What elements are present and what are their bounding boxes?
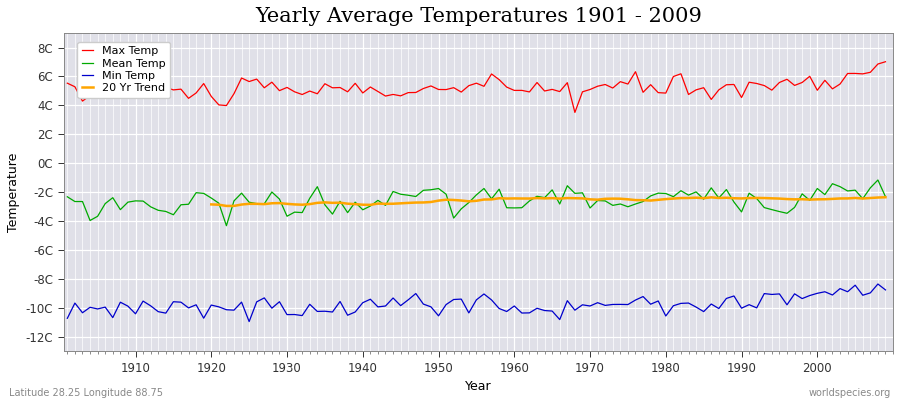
20 Yr Trend (683, 196, 694, 200)
Max Temp (570, 110, 580, 115)
Mean Temp (342, 210, 353, 215)
Min Temp (517, 311, 527, 316)
Line: 20 Yr Trend: 20 Yr Trend (212, 197, 886, 206)
Max Temp (122, 90, 133, 95)
Mean Temp (872, 178, 883, 182)
Mean Temp (221, 223, 232, 228)
Max Temp (608, 86, 618, 90)
Line: Min Temp: Min Temp (68, 284, 886, 322)
Min Temp (297, 313, 308, 318)
Max Temp (289, 90, 300, 94)
Y-axis label: Temperature: Temperature (7, 152, 20, 232)
Mean Temp (62, 194, 73, 199)
20 Yr Trend (880, 195, 891, 200)
20 Yr Trend (858, 196, 868, 201)
X-axis label: Year: Year (465, 380, 491, 393)
Max Temp (335, 85, 346, 90)
20 Yr Trend (304, 202, 315, 206)
Line: Max Temp: Max Temp (68, 62, 886, 112)
Legend: Max Temp, Mean Temp, Min Temp, 20 Yr Trend: Max Temp, Mean Temp, Min Temp, 20 Yr Tre… (77, 42, 170, 98)
Min Temp (342, 313, 353, 318)
Mean Temp (297, 210, 308, 215)
Mean Temp (880, 194, 891, 199)
Max Temp (62, 81, 73, 86)
20 Yr Trend (418, 200, 428, 205)
Min Temp (244, 319, 255, 324)
Min Temp (508, 304, 519, 308)
Min Temp (880, 288, 891, 292)
Min Temp (62, 316, 73, 321)
20 Yr Trend (206, 202, 217, 207)
Mean Temp (508, 206, 519, 210)
Min Temp (608, 302, 618, 307)
Max Temp (501, 85, 512, 90)
Max Temp (880, 59, 891, 64)
Min Temp (122, 304, 133, 308)
Line: Mean Temp: Mean Temp (68, 180, 886, 226)
20 Yr Trend (789, 197, 800, 202)
Mean Temp (517, 205, 527, 210)
Mean Temp (608, 203, 618, 208)
Min Temp (872, 282, 883, 286)
Max Temp (508, 88, 519, 93)
Mean Temp (122, 200, 133, 204)
Title: Yearly Average Temperatures 1901 - 2009: Yearly Average Temperatures 1901 - 2009 (255, 7, 702, 26)
Text: worldspecies.org: worldspecies.org (809, 388, 891, 398)
Text: Latitude 28.25 Longitude 88.75: Latitude 28.25 Longitude 88.75 (9, 388, 163, 398)
20 Yr Trend (221, 204, 232, 208)
20 Yr Trend (774, 196, 785, 201)
